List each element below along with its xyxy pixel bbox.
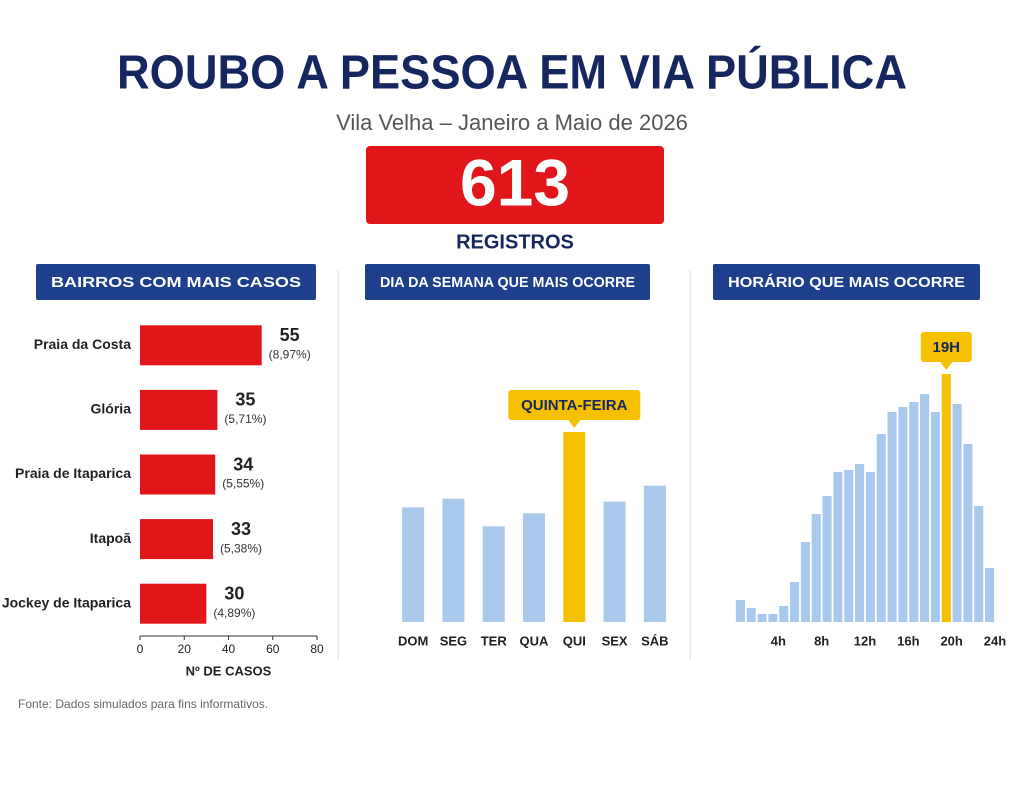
bar bbox=[941, 374, 951, 622]
bar bbox=[735, 600, 745, 622]
value-label: 30 bbox=[224, 583, 244, 603]
bar bbox=[768, 614, 778, 622]
x-tick-label: 60 bbox=[266, 642, 280, 656]
x-tick-label: 12h bbox=[854, 633, 876, 648]
bar bbox=[844, 470, 854, 622]
annotation-box bbox=[920, 332, 972, 362]
total-label: REGISTROS bbox=[456, 231, 574, 253]
bar bbox=[833, 472, 843, 622]
bar bbox=[800, 542, 810, 622]
x-tick-label: QUA bbox=[520, 633, 550, 648]
x-tick-label: 0 bbox=[137, 642, 144, 656]
category-label: Glória bbox=[91, 401, 132, 417]
bar bbox=[140, 454, 216, 495]
bar bbox=[985, 568, 995, 622]
bar bbox=[898, 407, 908, 622]
bar bbox=[909, 402, 919, 622]
title: ROUBO A PESSOA EM VIA PÚBLICA bbox=[117, 45, 907, 100]
value-label: 33 bbox=[231, 519, 251, 539]
bar bbox=[779, 606, 789, 622]
chart-title: DIA DA SEMANA QUE MAIS OCORRE bbox=[380, 274, 635, 291]
percent-label: (5,38%) bbox=[220, 541, 262, 555]
value-label: 34 bbox=[233, 454, 253, 474]
annotation: 19H bbox=[932, 339, 960, 356]
bar bbox=[563, 432, 586, 622]
x-tick-label: 80 bbox=[310, 642, 324, 656]
chart-title-box bbox=[36, 264, 316, 300]
bar bbox=[865, 472, 875, 622]
category-label: Jockey de Itaparica bbox=[2, 594, 131, 610]
bar bbox=[603, 501, 626, 622]
bar bbox=[876, 434, 886, 622]
bar bbox=[790, 582, 800, 622]
bar bbox=[402, 507, 425, 622]
bar bbox=[643, 485, 666, 622]
bar bbox=[442, 498, 465, 622]
x-tick-label: QUI bbox=[563, 633, 586, 648]
bar bbox=[855, 464, 865, 622]
x-tick-label: 24h bbox=[984, 633, 1006, 648]
chart-title-box bbox=[713, 264, 980, 300]
bar bbox=[757, 614, 767, 622]
x-tick-label: TER bbox=[481, 633, 508, 648]
bar bbox=[974, 506, 984, 622]
total: 613 bbox=[460, 145, 570, 219]
annotation-box bbox=[508, 390, 641, 420]
x-tick-label: 20 bbox=[178, 642, 192, 656]
bar bbox=[930, 412, 940, 622]
total-box bbox=[366, 146, 664, 224]
x-tick-label: SEX bbox=[602, 633, 628, 648]
percent-label: (4,89%) bbox=[213, 606, 255, 620]
chart-title-box bbox=[365, 264, 650, 300]
bar bbox=[920, 394, 930, 622]
x-axis-label: Nº DE CASOS bbox=[186, 663, 272, 678]
bar bbox=[482, 526, 505, 622]
annotation: QUINTA-FEIRA bbox=[521, 397, 628, 414]
bar bbox=[746, 608, 756, 622]
percent-label: (5,71%) bbox=[224, 412, 266, 426]
chart-title: BAIRROS COM MAIS CASOS bbox=[51, 274, 301, 291]
bar bbox=[140, 519, 214, 560]
x-tick-label: 40 bbox=[222, 642, 236, 656]
bar bbox=[887, 412, 897, 622]
subtitle: Vila Velha – Janeiro a Maio de 2026 bbox=[336, 110, 688, 135]
x-tick-label: 16h bbox=[897, 633, 919, 648]
category-label: Praia de Itaparica bbox=[15, 465, 131, 481]
bar bbox=[140, 583, 207, 624]
percent-label: (5,55%) bbox=[222, 477, 264, 491]
chart-title: HORÁRIO QUE MAIS OCORRE bbox=[728, 274, 965, 291]
category-label: Itapoã bbox=[90, 530, 131, 546]
annotation-pointer bbox=[940, 362, 953, 370]
x-tick-label: 4h bbox=[771, 633, 786, 648]
x-tick-label: DOM bbox=[398, 633, 428, 648]
bar bbox=[822, 496, 832, 622]
x-tick-label: 20h bbox=[940, 633, 962, 648]
value-label: 35 bbox=[235, 390, 255, 410]
bar bbox=[952, 404, 962, 622]
bar bbox=[523, 513, 545, 622]
x-tick-label: SEG bbox=[440, 633, 467, 648]
bar bbox=[811, 514, 821, 622]
x-tick-label: SÁB bbox=[641, 633, 668, 648]
annotation-pointer bbox=[568, 420, 581, 428]
value-label: 55 bbox=[280, 325, 300, 345]
bar bbox=[140, 325, 262, 366]
category-label: Praia da Costa bbox=[34, 336, 131, 352]
x-tick-label: 8h bbox=[814, 633, 829, 648]
bar bbox=[963, 444, 973, 622]
source: Fonte: Dados simulados para fins informa… bbox=[18, 697, 268, 711]
percent-label: (8,97%) bbox=[269, 347, 311, 361]
bar bbox=[140, 389, 218, 430]
